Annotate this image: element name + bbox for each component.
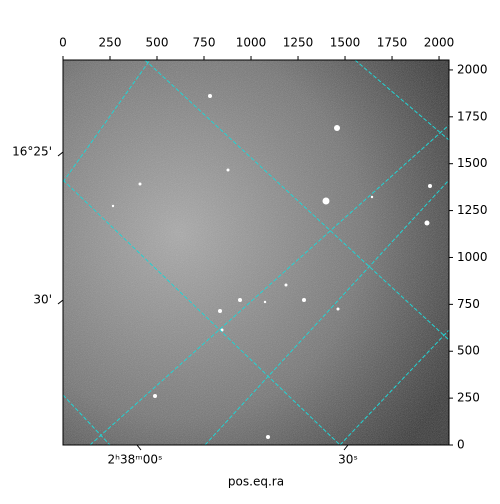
wcs-ticks [57,151,349,451]
y-tick-label: 1500 [457,156,488,170]
x-tick-label: 250 [99,36,122,50]
y-tick-label: 250 [457,391,480,405]
x-tick-label: 500 [146,36,169,50]
ra-tick-label: 30ˢ [338,453,358,467]
y-tick-label: 0 [457,438,465,452]
x-tick-label: 1250 [283,36,314,50]
dec-tick-label: 16°25' [12,145,52,159]
y-tick-label: 1750 [457,109,488,123]
x-tick-label: 1500 [330,36,361,50]
x-tick-label: 0 [59,36,67,50]
x-tick-label: 1000 [236,36,267,50]
y-tick-label: 500 [457,344,480,358]
x-tick-label: 1750 [377,36,408,50]
plot-frame [62,59,450,446]
y-tick-label: 1250 [457,203,488,217]
y-tick-label: 2000 [457,62,488,76]
sky-image [63,60,449,445]
dec-tick-label: 30' [33,293,52,307]
ra-tick-label: 2ʰ38ᵐ00ˢ [108,453,163,467]
y-tick-label: 750 [457,297,480,311]
x-tick-label: 2000 [424,36,455,50]
x-axis-label: pos.eq.ra [228,475,284,489]
x-tick-label: 750 [193,36,216,50]
y-tick-label: 1000 [457,250,488,264]
